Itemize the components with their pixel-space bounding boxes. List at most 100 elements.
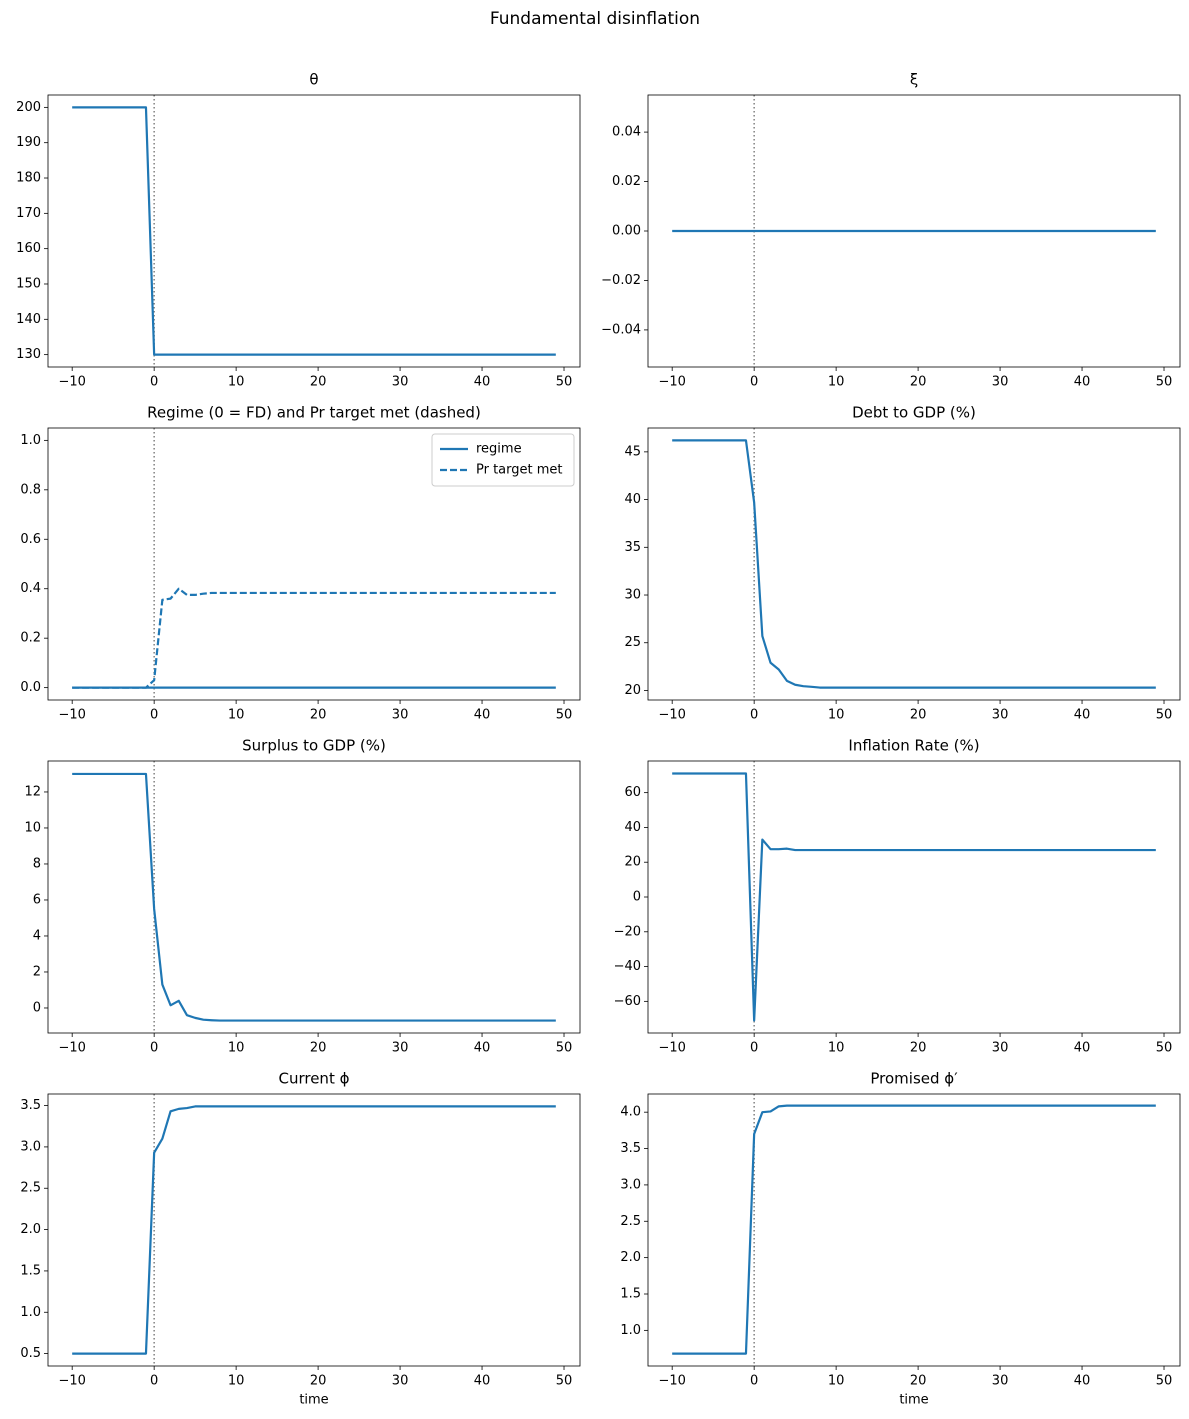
subplot-title: Regime (0 = FD) and Pr target met (dashe… [147, 404, 481, 422]
x-tick-label: 40 [474, 375, 491, 390]
y-tick-label: 2 [33, 964, 41, 979]
y-tick-label: 1.0 [20, 1305, 41, 1320]
axes-frame [47, 760, 581, 1034]
x-tick-label: 0 [150, 708, 158, 723]
y-tick-label: −0.02 [601, 273, 641, 288]
x-tick-label: −10 [658, 375, 685, 390]
y-tick-label: 2.0 [20, 1222, 41, 1237]
x-tick-label: 50 [556, 1374, 573, 1389]
x-tick-label: 0 [750, 375, 758, 390]
x-tick-label: 10 [828, 1374, 845, 1389]
y-tick-label: 40 [624, 820, 641, 835]
data-line [72, 587, 556, 689]
y-tick-label: 1.0 [20, 433, 41, 448]
y-tick-label: 8 [33, 856, 41, 871]
x-tick-label: 50 [1156, 708, 1173, 723]
x-tick-label: 40 [1074, 1041, 1091, 1056]
x-tick-label: −10 [58, 708, 85, 723]
x-tick-label: 10 [228, 1041, 245, 1056]
y-tick-label: 0.2 [20, 631, 41, 646]
y-tick-label: 0 [633, 890, 641, 905]
y-tick-label: 190 [16, 135, 41, 150]
subplot: Current ϕ −10 0 10 20 30 40 50 0.5 1.0 1.5 2.0 2.5 3.… [20, 1070, 581, 1408]
subplot-title: θ [309, 71, 318, 89]
y-tick-label: 0.8 [20, 482, 41, 497]
x-tick-label: −10 [58, 1374, 85, 1389]
x-tick-label: 30 [392, 1374, 409, 1389]
subplot-title: Surplus to GDP (%) [242, 737, 386, 755]
y-tick-label: 0.0 [20, 680, 41, 695]
y-tick-label: 12 [24, 784, 41, 799]
x-tick-label: 20 [910, 1041, 927, 1056]
x-tick-label: −10 [658, 1041, 685, 1056]
y-tick-label: 45 [624, 444, 641, 459]
y-tick-label: 0.00 [612, 224, 641, 239]
axes-frame [47, 1093, 581, 1367]
x-tick-label: −10 [58, 1041, 85, 1056]
legend-label: regime [476, 442, 522, 457]
y-tick-label: 35 [624, 540, 641, 555]
y-tick-label: 30 [624, 588, 641, 603]
x-tick-label: 40 [474, 1041, 491, 1056]
x-tick-label: 10 [228, 375, 245, 390]
x-tick-label: 20 [910, 708, 927, 723]
y-tick-label: 3.5 [20, 1098, 41, 1113]
x-tick-label: −10 [658, 1374, 685, 1389]
subplot: θ −10 0 10 20 30 40 50 130 140 150 160 170 180 190 200 [16, 71, 581, 390]
y-tick-label: 25 [624, 635, 641, 650]
y-tick-label: 0 [33, 1000, 41, 1015]
axes-frame [647, 760, 1181, 1034]
x-tick-label: 20 [310, 1041, 327, 1056]
y-tick-label: 1.5 [20, 1263, 41, 1278]
axes-frame [647, 1093, 1181, 1367]
y-tick-label: 4.0 [620, 1105, 641, 1120]
y-tick-label: 3.0 [20, 1139, 41, 1154]
x-tick-label: 30 [392, 375, 409, 390]
x-tick-label: −10 [58, 375, 85, 390]
x-tick-label: 10 [228, 1374, 245, 1389]
x-tick-label: 30 [392, 708, 409, 723]
x-tick-label: 0 [150, 1041, 158, 1056]
axes-frame [647, 94, 1181, 368]
x-tick-label: 50 [1156, 1041, 1173, 1056]
axes-frame [47, 427, 581, 701]
legend-label: Pr target met [476, 463, 563, 478]
x-tick-label: 20 [310, 1374, 327, 1389]
data-line [72, 106, 556, 356]
subplot: Regime (0 = FD) and Pr target met (dashe… [20, 404, 581, 723]
y-tick-label: 3.5 [620, 1141, 641, 1156]
x-axis-label: time [899, 1393, 928, 1408]
subplot: Debt to GDP (%) −10 0 10 20 30 40 50 20 25 30 35 40 4… [624, 404, 1181, 723]
figure-title: Fundamental disinflation [490, 9, 700, 29]
x-tick-label: 50 [556, 1041, 573, 1056]
y-tick-label: 200 [16, 100, 41, 115]
x-tick-label: 10 [828, 1041, 845, 1056]
y-tick-label: 20 [624, 855, 641, 870]
data-line [672, 772, 1156, 1022]
y-tick-label: −40 [614, 959, 641, 974]
y-tick-label: 6 [33, 892, 41, 907]
x-tick-label: 40 [474, 1374, 491, 1389]
subplot: ξ −10 0 10 20 30 40 50 −0.04 −0.02 0.00 0.02 0.04 [601, 71, 1181, 390]
y-tick-label: 2.0 [620, 1250, 641, 1265]
x-tick-label: 0 [750, 1041, 758, 1056]
x-tick-label: 10 [828, 375, 845, 390]
x-tick-label: 0 [150, 375, 158, 390]
x-tick-label: 30 [992, 1374, 1009, 1389]
subplot: Promised ϕ′ −10 0 10 20 30 40 50 1.0 1.5 2.0 2.5 3.0… [620, 1070, 1181, 1408]
y-tick-label: 20 [624, 683, 641, 698]
axes-frame [47, 94, 581, 368]
x-tick-label: 20 [310, 708, 327, 723]
y-tick-label: 40 [624, 492, 641, 507]
y-tick-label: 1.5 [620, 1287, 641, 1302]
x-tick-label: 50 [1156, 375, 1173, 390]
y-tick-label: 0.6 [20, 532, 41, 547]
legend-box [431, 433, 575, 487]
y-tick-label: 2.5 [20, 1181, 41, 1196]
y-tick-label: 60 [624, 785, 641, 800]
x-tick-label: 40 [1074, 1374, 1091, 1389]
y-tick-label: 0.02 [612, 174, 641, 189]
y-tick-label: −20 [614, 924, 641, 939]
subplot-title: Inflation Rate (%) [848, 737, 979, 755]
